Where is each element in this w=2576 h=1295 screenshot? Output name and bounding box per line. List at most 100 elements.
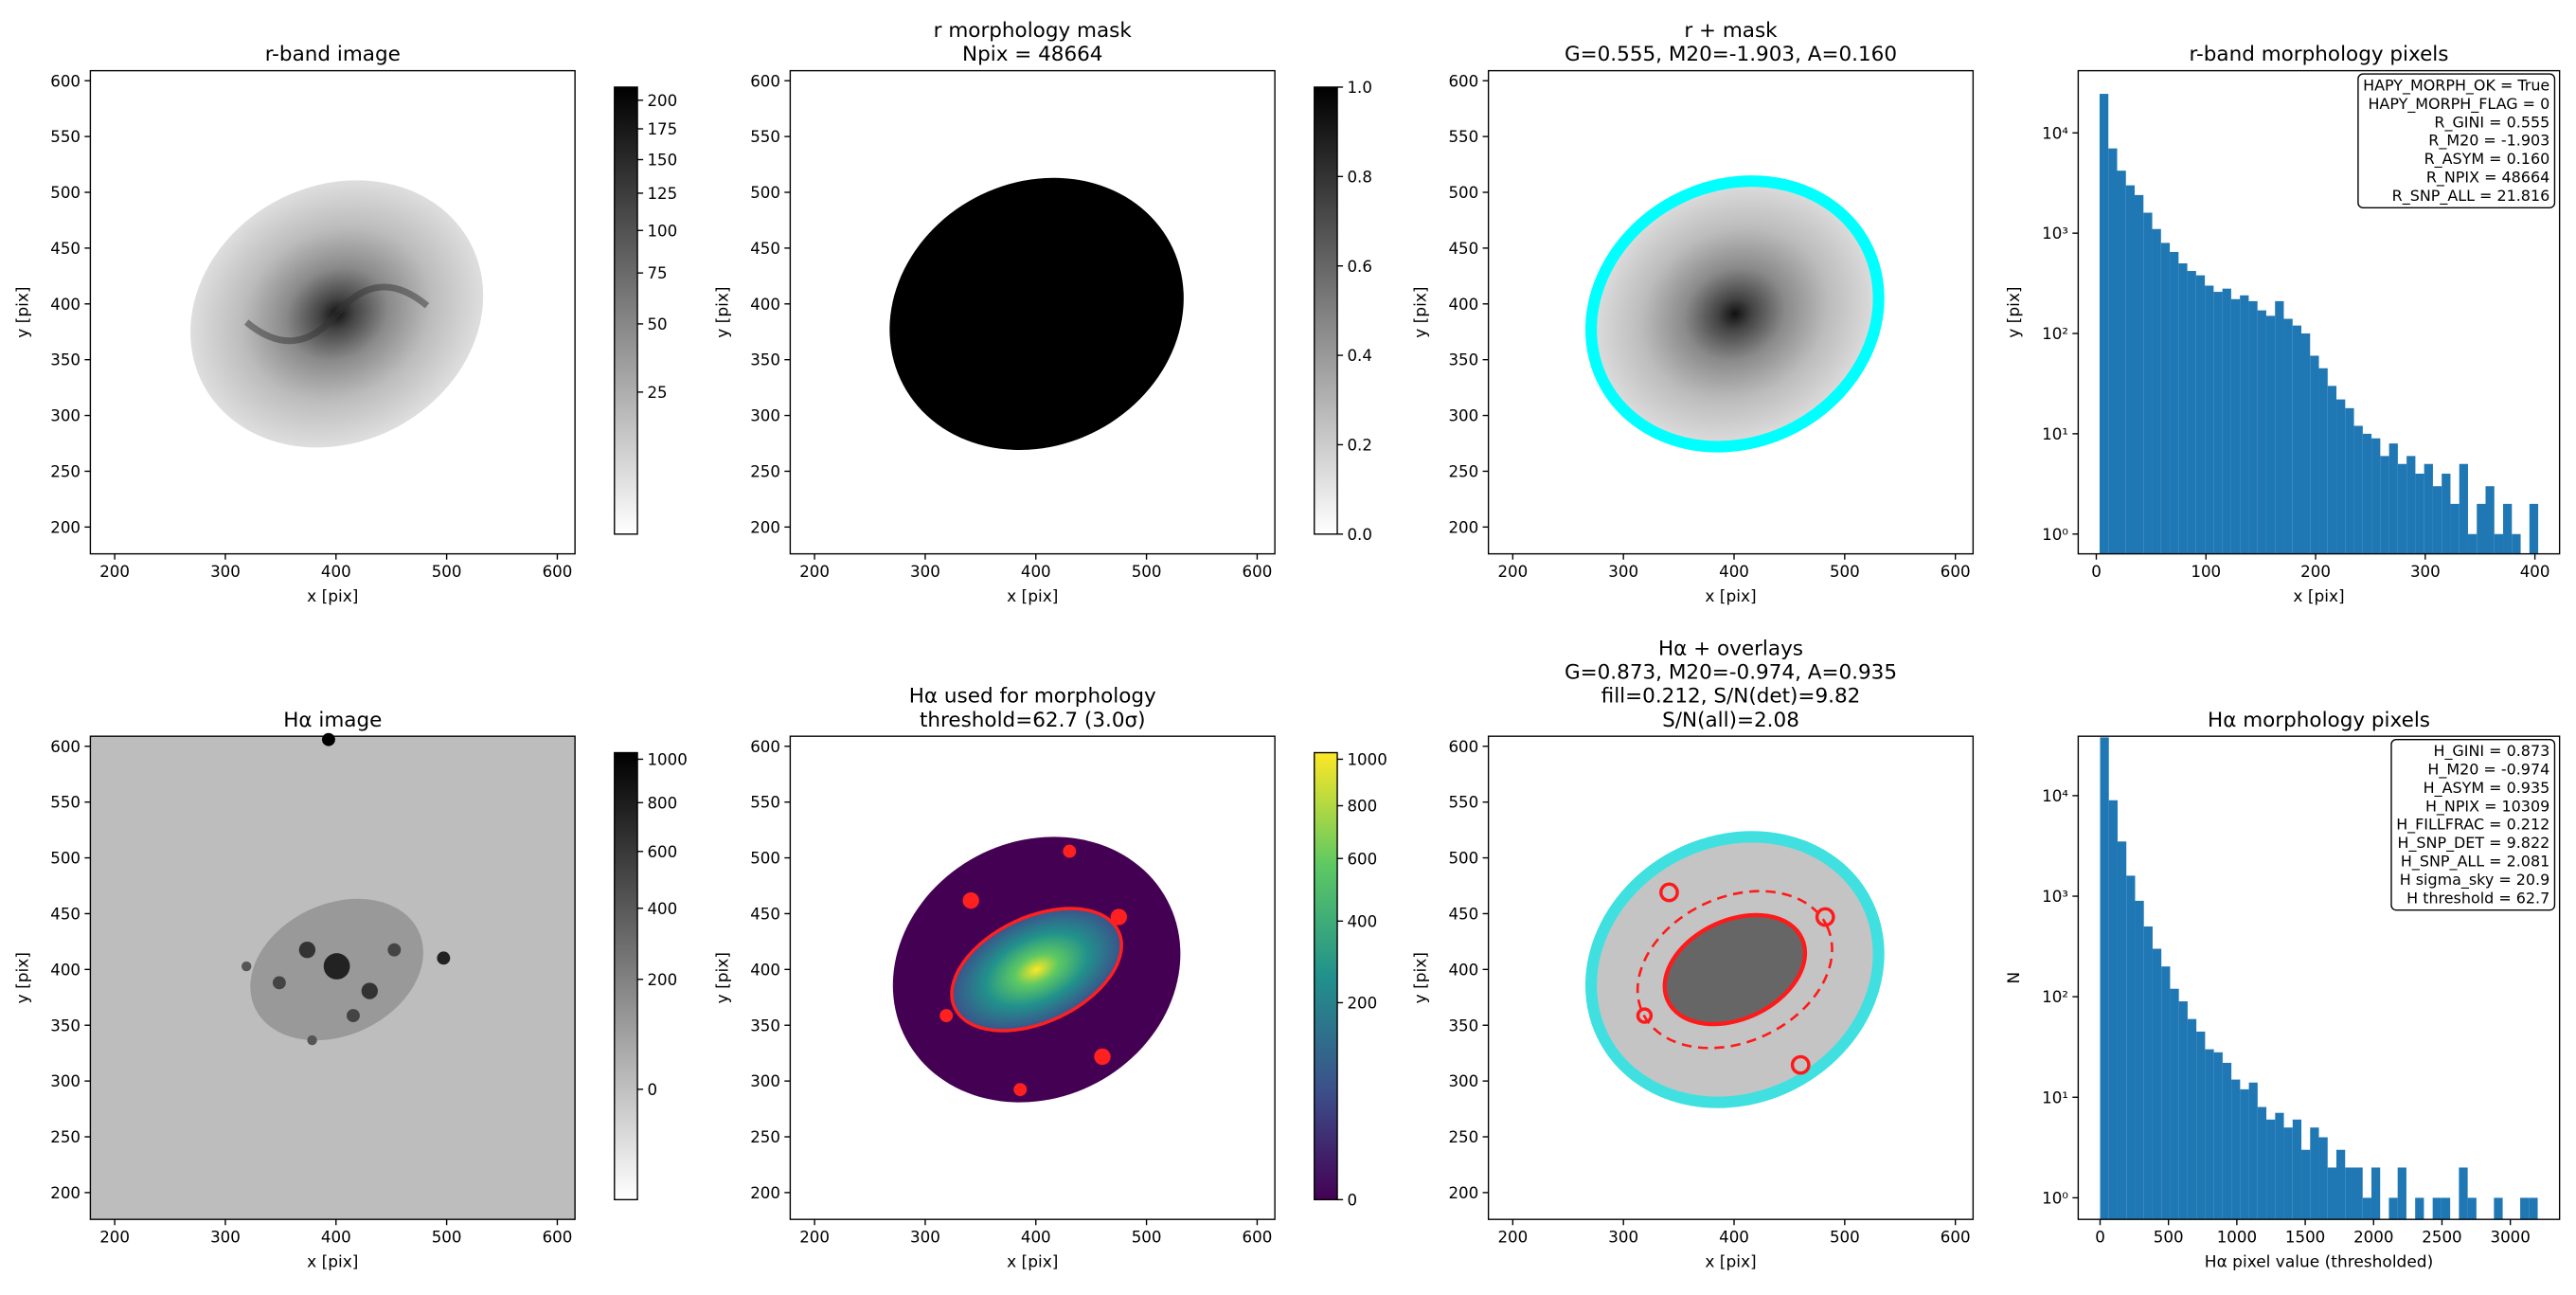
annotation-text: H_M20 = -0.974 — [2427, 760, 2549, 779]
histogram-bar — [2257, 310, 2266, 554]
histogram-bar — [2397, 1167, 2406, 1220]
histogram-bar — [2257, 1106, 2267, 1220]
y-tick-label: 10⁴ — [2042, 787, 2068, 805]
annotation-text: R_NPIX = 48664 — [2426, 169, 2549, 188]
y-tick-label: 600 — [50, 738, 80, 756]
histogram-bar — [2135, 900, 2144, 1220]
histogram-bar — [2520, 1197, 2530, 1220]
histogram-bar — [2099, 94, 2109, 554]
colorbar-tick-label: 0 — [647, 1081, 657, 1099]
x-tick-label: 400 — [1021, 563, 1051, 581]
colorbar-tick-label: 75 — [647, 264, 667, 282]
axes-frame — [2077, 69, 2561, 555]
histogram-bar — [2459, 463, 2468, 554]
histogram-bar — [2310, 355, 2319, 554]
y-tick-label: 550 — [1448, 128, 1478, 146]
histogram-bar — [2310, 1127, 2319, 1220]
x-tick-label: 300 — [210, 563, 241, 581]
y-tick-label: 250 — [750, 1128, 780, 1146]
histogram-bar — [2222, 1062, 2232, 1220]
y-tick-label: 500 — [1448, 184, 1478, 202]
y-tick-label: 200 — [50, 1184, 80, 1202]
histogram-bar — [2178, 1001, 2188, 1220]
y-tick-label: 300 — [1448, 407, 1478, 425]
x-tick-label: 200 — [1497, 1228, 1528, 1246]
colorbar-tick-label: 0.8 — [1347, 168, 1371, 186]
histogram-bar — [2125, 185, 2136, 554]
annotation-text: R_ASYM = 0.160 — [2424, 150, 2550, 169]
panel-title: S/N(all)=2.08 — [1662, 709, 1799, 732]
x-tick-label: 300 — [1608, 1228, 1638, 1246]
y-tick-label: 400 — [750, 961, 780, 979]
histogram-bar — [2117, 841, 2127, 1220]
axes-frame — [1487, 69, 1975, 555]
histogram-bar — [2178, 263, 2188, 554]
x-tick-label: 200 — [2300, 563, 2331, 581]
annotation-text: H_FILLFRAC = 0.212 — [2396, 816, 2549, 835]
histogram-bar — [2494, 1197, 2503, 1220]
y-axis-label: y [pix] — [713, 952, 732, 1003]
y-tick-label: 350 — [750, 351, 780, 369]
x-tick-label: 100 — [2191, 563, 2221, 581]
y-tick-label: 500 — [50, 184, 80, 202]
histogram-bar — [2196, 1031, 2206, 1220]
histogram-bar — [2467, 1197, 2477, 1220]
panel-title: Hα + overlays — [1658, 637, 1803, 660]
histogram-bar — [2108, 148, 2118, 554]
histogram-bar — [2126, 875, 2136, 1220]
histogram-bar — [2353, 1167, 2363, 1220]
y-tick-label: 450 — [1448, 240, 1478, 258]
histogram-bar — [2161, 966, 2171, 1220]
x-tick-label: 500 — [1132, 563, 1162, 581]
histogram-bar — [2345, 407, 2354, 554]
y-tick-label: 600 — [1448, 738, 1478, 756]
colorbar-tick-label: 175 — [647, 120, 677, 138]
y-tick-label: 200 — [750, 518, 780, 536]
y-tick-label: 350 — [50, 1016, 80, 1034]
y-tick-label: 550 — [50, 128, 80, 146]
x-tick-label: 300 — [910, 1228, 940, 1246]
y-tick-label: 400 — [750, 296, 780, 314]
histogram-bar — [2275, 1112, 2284, 1220]
y-tick-label: 500 — [750, 184, 780, 202]
x-tick-label: 500 — [1830, 563, 1860, 581]
histogram-bar — [2370, 1167, 2381, 1220]
r-band-image-content — [190, 180, 484, 448]
colorbar-tick-label: 200 — [647, 971, 677, 989]
y-tick-label: 250 — [50, 1128, 80, 1146]
histogram-bar — [2213, 1052, 2223, 1220]
colorbar-tick-label: 200 — [647, 92, 677, 110]
histogram-bar — [2327, 1167, 2337, 1220]
histogram-bar — [2205, 1049, 2214, 1220]
histogram-bar — [2485, 486, 2495, 554]
histogram-bar — [2143, 212, 2153, 554]
histogram-bar — [2327, 386, 2337, 554]
colorbar-tick-label: 0.4 — [1347, 347, 1371, 365]
colorbar-tick-label: 400 — [1347, 912, 1377, 930]
x-tick-label: 3000 — [2490, 1228, 2530, 1246]
histogram-bar — [2187, 271, 2196, 554]
axes-frame — [89, 69, 576, 555]
axes-frame — [1487, 735, 1975, 1220]
histogram-bar — [2300, 333, 2311, 554]
histogram-bar — [2415, 474, 2424, 554]
x-tick-label: 400 — [1719, 563, 1749, 581]
x-axis-label: x [pix] — [1007, 587, 1058, 606]
x-tick-label: 200 — [99, 1228, 130, 1246]
histogram-bar — [2100, 737, 2109, 1220]
panel-title: G=0.873, M20=-0.974, A=0.935 — [1565, 660, 1897, 684]
axes-frame — [789, 735, 1276, 1220]
y-axis-label: y [pix] — [1412, 286, 1431, 337]
y-tick-label: 10¹ — [2042, 1088, 2068, 1106]
y-tick-label: 600 — [750, 72, 780, 90]
x-axis-label: Hα pixel value (thresholded) — [2205, 1252, 2433, 1271]
annotation-text: R_GINI = 0.555 — [2434, 113, 2549, 132]
colorbar — [1314, 751, 1338, 1201]
colorbar — [614, 86, 638, 535]
histogram-bar — [2230, 298, 2241, 554]
y-axis-label: y [pix] — [1412, 952, 1431, 1003]
mask-image-content — [889, 177, 1184, 450]
histogram-bar — [2248, 1082, 2258, 1220]
y-tick-label: 250 — [1448, 463, 1478, 481]
